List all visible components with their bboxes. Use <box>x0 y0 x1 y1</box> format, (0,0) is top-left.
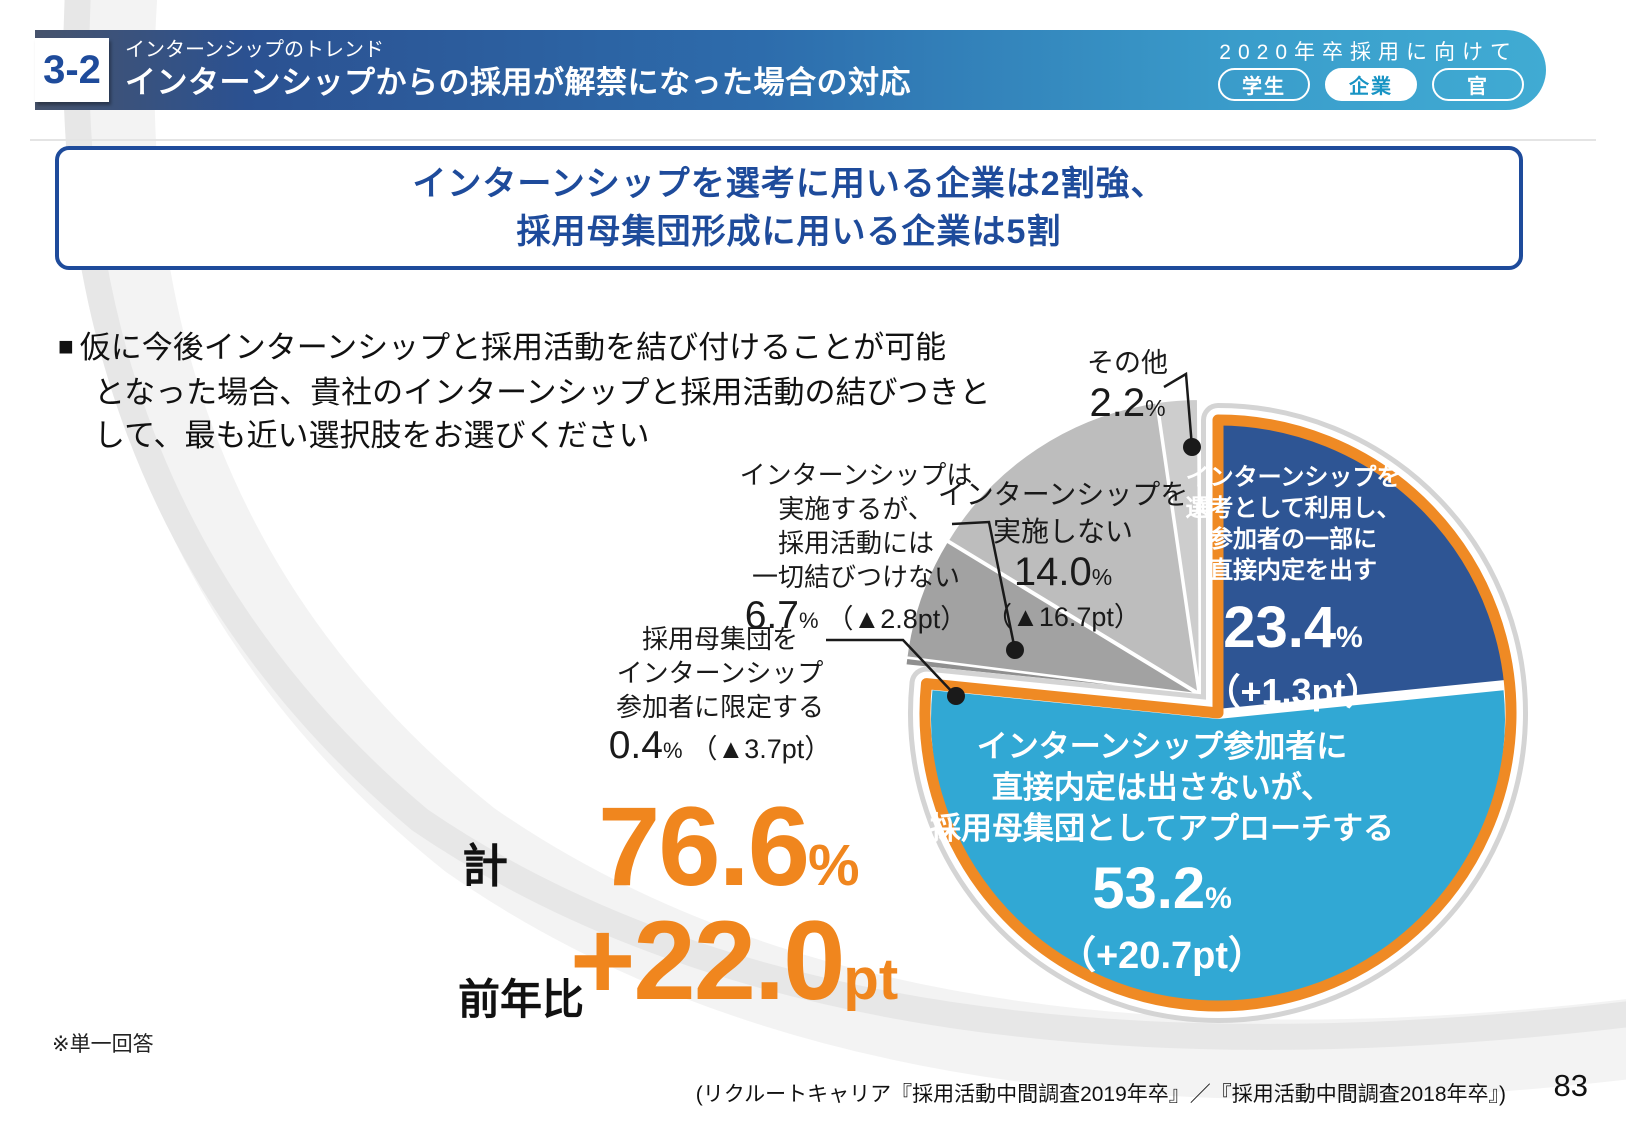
callout-other: その他 2.2% <box>1087 348 1168 425</box>
pie-slice-2.2 <box>1156 398 1201 693</box>
highlight-orange-ring <box>919 414 1517 1012</box>
value-6-7: 6.7 <box>744 594 799 637</box>
yoy-value: +22.0pt <box>570 898 899 1023</box>
header-bar: 3-2 インターンシップのトレンド インターンシップからの採用が解禁になった場合… <box>35 30 1546 110</box>
header-divider <box>30 139 1596 141</box>
pie-slice-53.2 <box>930 690 1505 1007</box>
page-number: 83 <box>1553 1068 1588 1103</box>
callout-limit-pool: 採用母集団を インターンシップ 参加者に限定する 0.4% （▲3.7pt） <box>608 624 832 767</box>
section-badge: 3-2 <box>35 38 109 102</box>
yoy-label: 前年比 <box>458 976 585 1023</box>
value-23-4: 23.4 <box>1223 595 1337 660</box>
change-23-4: （+1.3pt） <box>1204 671 1382 712</box>
value-14-0: 14.0 <box>1013 550 1092 594</box>
question-text: ■ 仮に今後インターンシップと採用活動を結び付けることが可能 となった場合、貴社の… <box>58 330 991 453</box>
leader-0-4-line <box>826 638 957 697</box>
leader-0-4-dot <box>947 687 965 705</box>
headline-line-1: インターンシップを選考に用いる企業は2割強、 <box>412 165 1166 203</box>
leader-2-2-dot <box>1183 438 1201 456</box>
value-0-4: 0.4 <box>608 724 663 767</box>
pie-slice-14.0 <box>946 401 1200 695</box>
footnote: ※単一回答 <box>52 1033 154 1056</box>
total-label: 計 <box>462 840 508 892</box>
pill-government[interactable]: 官 <box>1432 68 1524 101</box>
value-53-2: 53.2 <box>1092 856 1206 921</box>
leader-2-2-line <box>1163 371 1194 448</box>
bullet-square-icon: ■ <box>58 331 74 361</box>
slice-label-talent-pool: インターンシップ参加者に 直接内定は出さないが、 採用母集団としてアプローチする… <box>872 726 1452 979</box>
slice-label-selection-offer: インターンシップを 選考として利用し、 参加者の一部に 直接内定を出す 23.4… <box>1128 462 1458 715</box>
headline-line-2: 採用母集団形成に用いる企業は5割 <box>516 213 1062 251</box>
change-6-7: （▲2.8pt） <box>826 604 968 634</box>
headline-box: インターンシップを選考に用いる企業は2割強、 採用母集団形成に用いる企業は5割 <box>55 146 1523 270</box>
header-kicker: インターンシップのトレンド <box>125 39 384 61</box>
pill-students[interactable]: 学生 <box>1218 68 1310 101</box>
pie-slice-23.4 <box>1222 421 1508 709</box>
change-53-2: （+20.7pt） <box>1057 935 1267 977</box>
audience-pills: 学生 企業 官 <box>1218 68 1524 101</box>
leader-6-7-line <box>951 520 1017 651</box>
pie-slice-6.7 <box>905 540 1198 696</box>
source-citation: (リクルートキャリア『採用活動中間調査2019年卒』／『採用活動中間調査2018… <box>695 1083 1506 1106</box>
total-value: 76.6% <box>598 784 860 909</box>
callout-no-link: インターンシップは 実施するが、 採用活動には 一切結びつけない 6.7% （▲2… <box>739 460 973 637</box>
pill-companies[interactable]: 企業 <box>1325 68 1417 101</box>
change-14-0: （▲16.7pt） <box>985 602 1141 632</box>
slice-label-no-internship: インターンシップを 実施しない 14.0% （▲16.7pt） <box>908 476 1218 634</box>
leader-6-7-dot <box>1006 641 1024 659</box>
audience-label: 2020年卒採用に向けて <box>1219 41 1518 64</box>
change-0-4: （▲3.7pt） <box>690 734 832 764</box>
page-title: インターンシップからの採用が解禁になった場合の対応 <box>125 65 911 100</box>
value-2-2: 2.2 <box>1089 381 1146 425</box>
